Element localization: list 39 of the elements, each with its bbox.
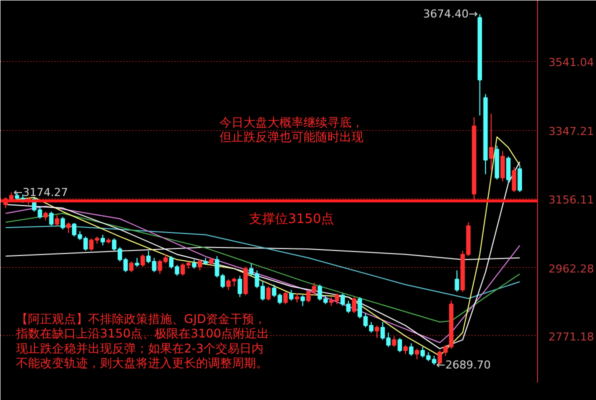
candlestick bbox=[489, 113, 494, 172]
annotation: ←2689.70 bbox=[436, 358, 491, 372]
candlestick bbox=[289, 289, 294, 302]
candlestick bbox=[100, 234, 105, 246]
candlestick bbox=[409, 342, 414, 356]
candlestick bbox=[198, 259, 202, 271]
candlestick bbox=[414, 348, 420, 360]
candlestick bbox=[518, 164, 522, 193]
candlestick bbox=[140, 254, 145, 268]
y-tick-label: 3541.04 bbox=[548, 56, 594, 70]
candlestick bbox=[266, 286, 271, 302]
candlestick bbox=[66, 222, 71, 234]
candlestick bbox=[283, 291, 288, 305]
candlestick bbox=[60, 216, 65, 230]
annotation: 今日大盘大概率继续寻底，但止跌反弹也可能随时出现 bbox=[220, 115, 364, 144]
candlestick bbox=[49, 211, 54, 226]
candlestick bbox=[506, 156, 511, 184]
candlestick bbox=[454, 270, 460, 292]
y-tick-label: 2771.18 bbox=[548, 330, 594, 344]
candlestick bbox=[374, 325, 380, 338]
candlestick bbox=[352, 296, 356, 314]
candlestick bbox=[500, 150, 505, 182]
ref-line-label: 支撑位3150点 bbox=[249, 212, 334, 227]
candlestick bbox=[54, 214, 60, 226]
candlestick bbox=[512, 166, 516, 193]
candlestick bbox=[238, 275, 242, 298]
candlestick bbox=[129, 260, 134, 273]
line-series bbox=[5, 206, 520, 344]
annotation: 3674.40→ bbox=[423, 8, 478, 21]
y-tick-label: 3156.11 bbox=[548, 193, 594, 206]
annotation: 【阿正观点】不排除政策措施、GJD资金干预，指数在缺口上沿3150点、极限在3100点附近出现止跌企稳并出现反弹；如果在2-3个交易日内不能改变轨迹，则大盘将进入更长的调整周期。 bbox=[15, 312, 270, 370]
candlestick bbox=[300, 294, 305, 306]
candlestick bbox=[398, 338, 402, 353]
candlestick bbox=[392, 336, 396, 348]
y-tick-label: 2962.28 bbox=[548, 262, 594, 276]
line-series bbox=[5, 246, 520, 260]
y-tick-label: 3347.21 bbox=[548, 125, 594, 138]
line-series bbox=[5, 225, 520, 299]
annotation: ←3174.27 bbox=[13, 186, 68, 199]
